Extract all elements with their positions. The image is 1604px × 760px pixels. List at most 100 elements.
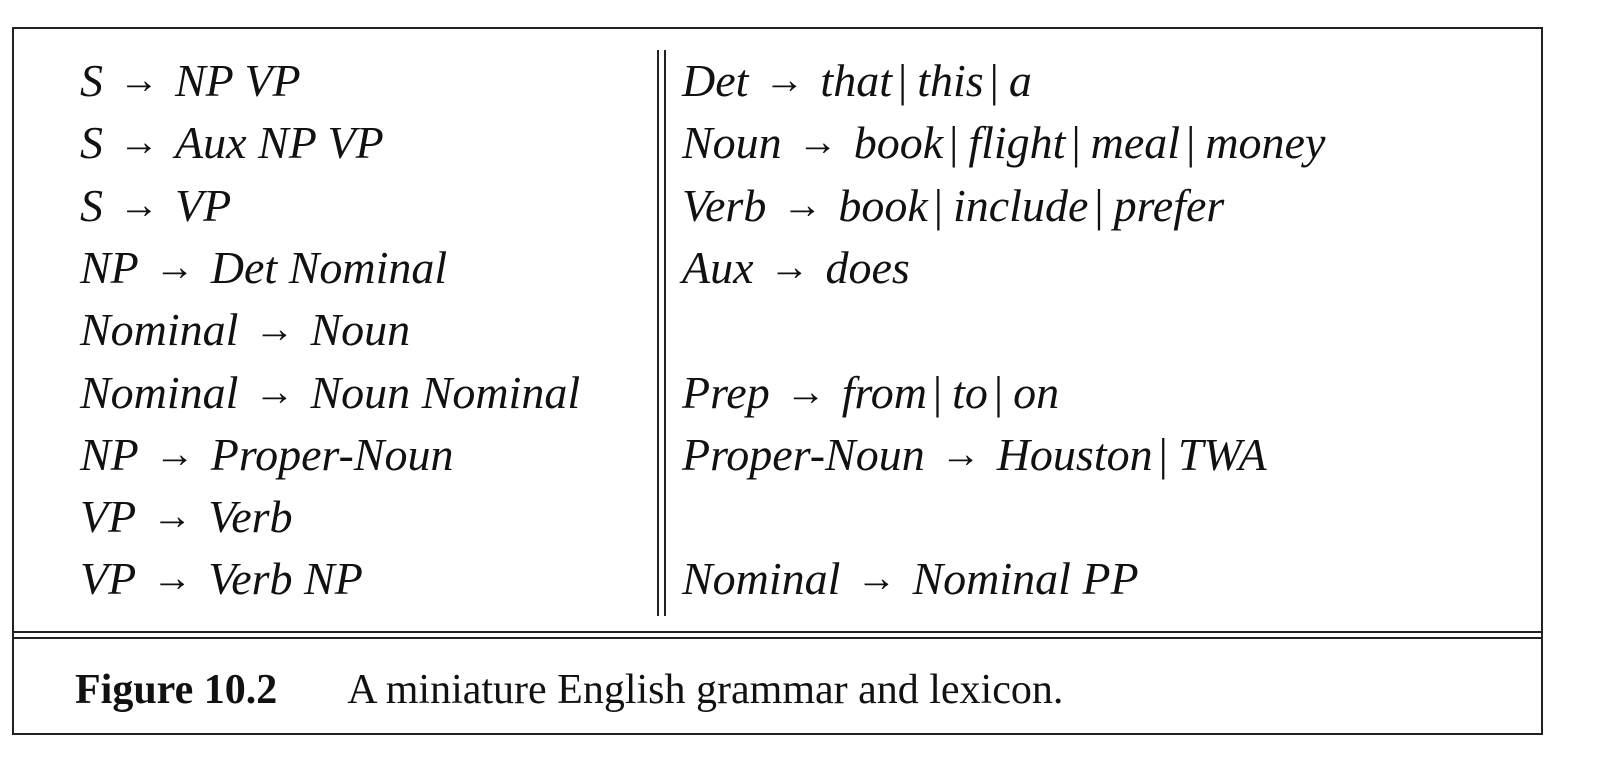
alternative-separator: | — [897, 55, 908, 106]
rule-lhs: S — [80, 117, 103, 169]
rule-row: Nominal → Noun Nominal — [80, 366, 580, 418]
rule-alternative: include — [952, 179, 1089, 231]
rule-lhs: Nominal — [80, 304, 239, 356]
column-divider-right — [664, 50, 666, 616]
rule-row: Prep → from | to | on — [682, 366, 1059, 418]
alternative-separator: | — [993, 366, 1004, 418]
rule-alternative: does — [825, 241, 910, 293]
rule-row: S → VP — [80, 179, 231, 231]
rule-lhs: VP — [80, 553, 137, 605]
rule-arrow: → — [119, 57, 159, 102]
rule-arrow: → — [152, 555, 193, 601]
rule-alternative: TWA — [1177, 428, 1267, 480]
rule-rhs: Det Nominal — [211, 242, 447, 293]
rule-row: VP → Verb NP — [80, 556, 363, 602]
rule-arrow: → — [154, 243, 195, 289]
rule-arrow: → — [119, 181, 159, 227]
rule-row: S → Aux NP VP — [80, 120, 384, 166]
rule-rhs: Noun — [310, 304, 410, 355]
alternative-separator: | — [933, 179, 943, 231]
rule-alternative: Verb NP — [208, 553, 363, 605]
rule-lhs: Proper-Noun — [682, 428, 925, 480]
rule-rhs: book | flight | meal | money — [854, 117, 1326, 168]
rule-alternative: flight — [968, 117, 1066, 169]
alternative-separator: | — [949, 117, 959, 169]
rule-row: NP → Det Nominal — [80, 241, 447, 293]
rule-lhs: Det — [682, 55, 749, 106]
rule-rhs: VP — [175, 180, 231, 231]
rule-lhs: Aux — [682, 241, 754, 293]
rule-alternative: Noun — [310, 304, 411, 356]
rule-alternative: VP — [175, 179, 232, 231]
rule-alternative: that — [820, 55, 892, 106]
rule-arrow: → — [764, 57, 805, 102]
rule-lhs: NP — [80, 428, 139, 480]
figure-label: Figure 10.2 — [75, 667, 278, 713]
rule-row: NP → Proper-Noun — [80, 428, 454, 480]
rule-alternative: prefer — [1113, 179, 1225, 231]
rule-lhs: Nominal — [682, 553, 841, 605]
alternative-separator: | — [932, 366, 943, 418]
rule-rhs: Verb — [208, 491, 292, 542]
rule-row: Det → that | this | a — [682, 58, 1032, 104]
rule-rhs: from | to | on — [842, 367, 1059, 418]
alternative-separator: | — [1071, 117, 1081, 169]
rule-rhs: Verb NP — [208, 553, 363, 604]
rule-row: Nominal → Noun — [80, 307, 410, 353]
rule-arrow: → — [856, 555, 897, 601]
rule-rhs: NP VP — [175, 55, 301, 106]
rule-alternative: Det Nominal — [210, 241, 448, 293]
rule-arrow: → — [769, 243, 810, 289]
rule-lhs: Nominal — [80, 366, 239, 418]
rule-rhs: does — [826, 242, 910, 293]
rule-rhs: that | this | a — [820, 55, 1031, 106]
column-divider-left — [657, 50, 659, 616]
alternative-separator: | — [1186, 117, 1196, 169]
rule-alternative: Aux NP VP — [175, 117, 384, 169]
rule-rhs: Noun Nominal — [310, 367, 580, 418]
rule-row: Proper-Noun → Houston | TWA — [682, 428, 1267, 480]
rule-row: VP → Verb — [80, 494, 293, 540]
rule-arrow: → — [152, 493, 193, 539]
rule-alternative: Proper-Noun — [210, 428, 454, 480]
caption-separator-bottom — [12, 637, 1543, 639]
rule-alternative: a — [1008, 55, 1032, 106]
rule-arrow: → — [154, 430, 195, 476]
caption-text: A miniature English grammar and lexicon. — [347, 667, 1064, 713]
rule-alternative: book — [853, 117, 944, 169]
rule-alternative: on — [1013, 366, 1060, 418]
rule-alternative: NP VP — [175, 55, 301, 106]
alternative-separator: | — [1094, 179, 1104, 231]
rule-alternative: meal — [1090, 117, 1181, 169]
rule-lhs: S — [80, 179, 103, 231]
rule-arrow: → — [254, 368, 295, 414]
figure-frame — [12, 27, 1543, 735]
rule-alternative: book — [838, 179, 928, 231]
rule-alternative: to — [952, 366, 988, 418]
rule-arrow: → — [940, 430, 981, 476]
rule-lhs: Prep — [682, 366, 770, 418]
rule-lhs: NP — [80, 241, 139, 293]
rule-alternative: Houston — [996, 428, 1153, 480]
rule-alternative: Nominal PP — [912, 553, 1139, 605]
alternative-separator: | — [989, 55, 999, 106]
rule-arrow: → — [254, 306, 295, 352]
rule-alternative: Verb — [208, 491, 293, 543]
rule-alternative: from — [841, 366, 927, 418]
rule-row: Noun → book | flight | meal | money — [682, 120, 1325, 166]
alternative-separator: | — [1158, 428, 1168, 480]
rule-rhs: Proper-Noun — [211, 429, 454, 480]
rule-lhs: S — [80, 55, 103, 106]
rule-rhs: Houston | TWA — [997, 429, 1267, 480]
figure-caption: Figure 10.2 A miniature English grammar a… — [75, 666, 1063, 714]
rule-rhs: book | include | prefer — [838, 180, 1224, 231]
rule-row: S → NP VP — [80, 58, 301, 104]
rule-arrow: → — [797, 119, 838, 165]
rule-row: Verb → book | include | prefer — [682, 180, 1224, 231]
rule-lhs: Noun — [682, 117, 782, 169]
rule-lhs: VP — [80, 491, 137, 543]
rule-row: Nominal → Nominal PP — [682, 556, 1139, 602]
rule-alternative: money — [1205, 117, 1326, 169]
caption-separator-top — [12, 631, 1543, 633]
